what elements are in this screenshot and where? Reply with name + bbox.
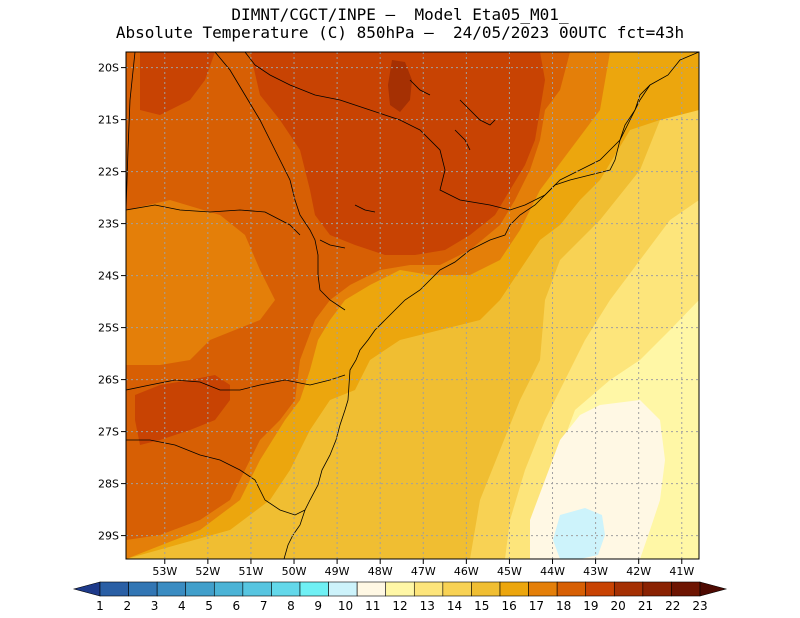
lon-tick-label: 49W: [325, 565, 350, 578]
colorbar-arrow-right: [699, 581, 728, 597]
field-19-south: [135, 375, 230, 445]
lat-tick-label: 21S: [98, 114, 119, 127]
colorbar-swatch: [328, 581, 358, 597]
lat-tick-label: 26S: [98, 374, 119, 387]
colorbar: 1 2 3 4 5 6 7 8 9 10 11 12 13 14 15 16 17 18 19 20 21 22 23: [72, 581, 728, 613]
title-line-1: DIMNT/CGCT/INPE – Model Eta05_M01_: [231, 5, 569, 24]
colorbar-label: 20: [611, 599, 626, 613]
lat-tick-label: 25S: [98, 322, 119, 335]
plot-frame: [125, 51, 700, 560]
title-line-2: Absolute Temperature (C) 850hPa – 24/05/…: [115, 23, 685, 42]
reservoir-4: [354, 204, 376, 213]
lon-tick-label: 47W: [411, 565, 436, 578]
lat-tick-label: 29S: [98, 530, 119, 543]
colorbar-label: 12: [392, 599, 407, 613]
reservoir-5: [319, 239, 346, 249]
reservoir-1: [459, 99, 496, 126]
colorbar-swatch: [299, 581, 329, 597]
colorbar-label: 13: [420, 599, 435, 613]
colorbar-label: 4: [178, 599, 186, 613]
coastline: [283, 52, 699, 559]
colorbar-label: 2: [123, 599, 131, 613]
colorbar-label: 10: [338, 599, 353, 613]
lon-tick-label: 45W: [497, 565, 522, 578]
colorbar-swatch: [556, 581, 587, 597]
colorbar-label: 16: [501, 599, 516, 613]
lon-tick-label: 52W: [195, 565, 220, 578]
colorbar-swatch: [613, 581, 644, 597]
colorbar-swatch: [213, 581, 244, 597]
lon-tick-label: 48W: [368, 565, 393, 578]
lon-tick-label: 41W: [669, 565, 694, 578]
colorbar-label: 23: [692, 599, 707, 613]
field-17-west: [126, 200, 275, 365]
colorbar-swatch: [385, 581, 415, 597]
colorbar-label: 15: [474, 599, 489, 613]
lon-tick-label: 51W: [239, 565, 264, 578]
colorbar-swatch: [585, 581, 615, 597]
colorbar-swatch: [528, 581, 558, 597]
colorbar-label: 1: [96, 599, 104, 613]
lon-tick-label: 42W: [626, 565, 651, 578]
borders: [126, 52, 699, 559]
border-mg-rj: [544, 84, 651, 196]
grid: [126, 52, 699, 559]
colorbar-label: 3: [151, 599, 159, 613]
colorbar-label: 22: [665, 599, 680, 613]
lat-tick-label: 20S: [98, 62, 119, 75]
colorbar-label: 9: [314, 599, 322, 613]
lat-tick-label: 22S: [98, 166, 119, 179]
colorbar-arrow-left: [72, 581, 101, 597]
colorbar-swatch: [499, 581, 529, 597]
border-sc-rs: [126, 439, 306, 516]
colorbar-swatch: [156, 581, 187, 597]
colorbar-swatch: [185, 581, 215, 597]
colorbar-label: 14: [447, 599, 462, 613]
colorbar-swatch: [413, 581, 444, 597]
border-ms: [126, 204, 301, 236]
border-sp-pr: [214, 52, 346, 311]
colorbar-swatch: [471, 581, 501, 597]
colorbar-label: 18: [556, 599, 571, 613]
border-west: [126, 52, 136, 211]
lat-tick-label: 28S: [98, 478, 119, 491]
reservoir-3: [409, 79, 431, 96]
field-10: [553, 508, 605, 559]
colorbar-label: 7: [260, 599, 268, 613]
reservoir-2: [454, 129, 471, 151]
colorbar-label: 17: [529, 599, 544, 613]
lat-tick-label: 23S: [98, 218, 119, 231]
colorbar-label: 8: [287, 599, 295, 613]
latitude-axis: 20S 21S 22S 23S 24S 25S 26S 27S 28S 29S: [98, 62, 126, 543]
colorbar-swatch: [671, 581, 701, 597]
border-pr-sc: [126, 374, 346, 391]
lon-tick-label: 50W: [282, 565, 307, 578]
colorbar-swatch: [271, 581, 301, 597]
border-sp-mg: [244, 52, 546, 211]
lon-tick-label: 43W: [583, 565, 608, 578]
field-19: [250, 52, 545, 255]
field-20: [388, 60, 412, 112]
colorbar-label: 6: [233, 599, 241, 613]
longitude-axis: 53W 52W 51W 50W 49W 48W 47W 46W 45W 44W 43W 42W 41W: [152, 559, 694, 578]
colorbar-swatch: [128, 581, 158, 597]
colorbar-swatch: [99, 581, 129, 597]
lon-tick-label: 46W: [454, 565, 479, 578]
colorbar-swatch: [442, 581, 472, 597]
colorbar-label: 21: [638, 599, 653, 613]
colorbar-swatch: [642, 581, 672, 597]
colorbar-swatch: [242, 581, 272, 597]
lat-tick-label: 24S: [98, 270, 119, 283]
temperature-fields: [126, 52, 699, 559]
lon-tick-label: 53W: [152, 565, 177, 578]
lat-tick-label: 27S: [98, 426, 119, 439]
colorbar-swatch: [356, 581, 387, 597]
colorbar-label: 19: [583, 599, 598, 613]
map-title: DIMNT/CGCT/INPE – Model Eta05_M01_ Absol…: [0, 6, 800, 42]
colorbar-label: 11: [365, 599, 380, 613]
lon-tick-label: 44W: [540, 565, 565, 578]
colorbar-label: 5: [205, 599, 213, 613]
